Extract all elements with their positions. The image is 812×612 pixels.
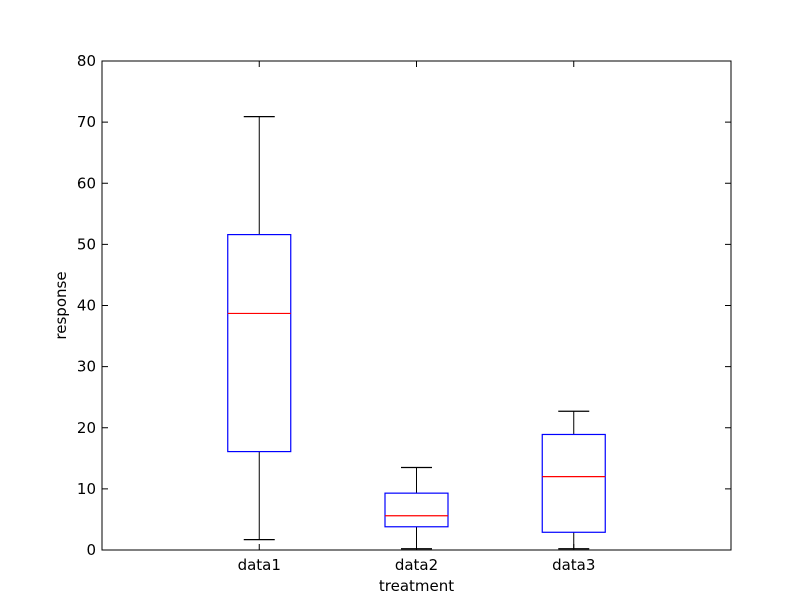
y-tick-label-30: 30 bbox=[77, 358, 96, 376]
x-axis-label: treatment bbox=[379, 577, 454, 595]
y-tick-label-80: 80 bbox=[77, 52, 96, 70]
box-group-data1 bbox=[227, 116, 292, 541]
y-tick-label-10: 10 bbox=[77, 480, 96, 498]
y-tick-label-40: 40 bbox=[77, 297, 96, 315]
y-axis-label: response bbox=[52, 271, 70, 339]
y-tick-label-60: 60 bbox=[77, 174, 96, 192]
x-tick-label-data3: data3 bbox=[552, 556, 595, 574]
box-data3 bbox=[541, 433, 606, 533]
x-tick-label-data1: data1 bbox=[238, 556, 281, 574]
box-data2 bbox=[384, 492, 449, 528]
y-tick-label-70: 70 bbox=[77, 113, 96, 131]
box-data1 bbox=[227, 233, 292, 453]
y-tick-label-50: 50 bbox=[77, 235, 96, 253]
x-tick-label-data2: data2 bbox=[395, 556, 438, 574]
y-tick-label-20: 20 bbox=[77, 419, 96, 437]
y-tick-label-0: 0 bbox=[86, 541, 96, 559]
plot-frame bbox=[101, 60, 732, 551]
